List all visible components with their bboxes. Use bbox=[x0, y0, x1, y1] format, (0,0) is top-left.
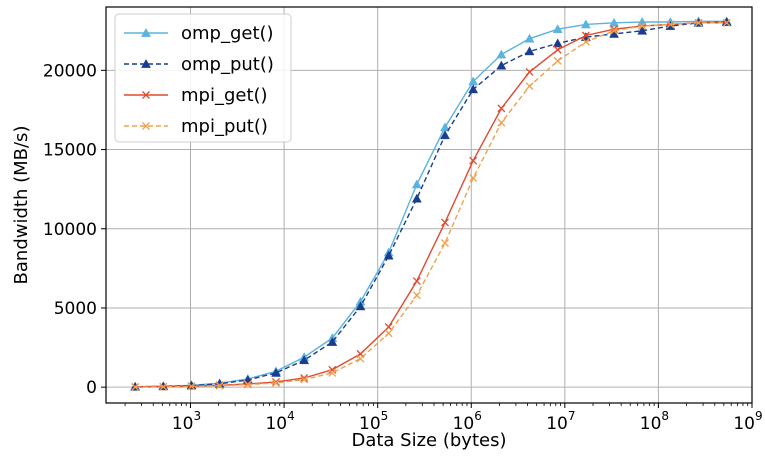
series-3-point bbox=[469, 174, 478, 183]
series-3-point bbox=[187, 382, 196, 391]
x-tick-label-7: 107 bbox=[546, 409, 575, 434]
legend-label-1: omp_put() bbox=[181, 54, 274, 75]
series-1-point bbox=[524, 46, 535, 56]
x-axis-title: Data Size (bytes) bbox=[351, 430, 506, 451]
series-1-point bbox=[271, 367, 281, 377]
series-0-point bbox=[580, 19, 591, 29]
legend-marker-1 bbox=[141, 58, 151, 68]
ticks: 103 104 105 106 107 108 109 0 5000 10000 15000 2000… bbox=[43, 61, 763, 434]
series-2-point bbox=[553, 45, 562, 54]
series-1-point bbox=[411, 193, 422, 203]
series-1-point bbox=[468, 84, 479, 94]
legend-label-0: omp_get() bbox=[181, 23, 274, 44]
x-tick-label-6: 106 bbox=[453, 409, 482, 434]
legend-label-2: mpi_get() bbox=[181, 85, 268, 106]
y-axis-title: Bandwidth (MB/s) bbox=[11, 126, 32, 285]
x-tick-label-3: 103 bbox=[172, 409, 201, 434]
series-3-point bbox=[243, 380, 252, 389]
series-3-point bbox=[610, 26, 618, 35]
series-1-point bbox=[383, 250, 394, 260]
series-3-point bbox=[666, 20, 675, 29]
legend-marker-2 bbox=[142, 91, 150, 99]
series-2-point bbox=[497, 104, 506, 113]
series-3-point bbox=[553, 56, 562, 65]
series-1-point bbox=[299, 355, 310, 365]
series-2-point bbox=[525, 67, 534, 76]
legend-box bbox=[114, 13, 292, 143]
y-tick-label-5000: 5000 bbox=[54, 299, 97, 319]
x-tick-label-9: 109 bbox=[733, 409, 762, 434]
series-1-point bbox=[355, 301, 366, 311]
series-layer bbox=[130, 16, 732, 391]
x-tick-label-5: 105 bbox=[359, 409, 388, 434]
series-3-point bbox=[159, 382, 168, 391]
series-3-point bbox=[722, 18, 731, 27]
series-3-point bbox=[412, 291, 421, 300]
series-3-point bbox=[384, 329, 393, 338]
series-2-point bbox=[272, 377, 280, 386]
series-3-point bbox=[441, 239, 449, 247]
series-2-point bbox=[441, 218, 449, 227]
series-1-point bbox=[186, 380, 197, 390]
series-3-point bbox=[300, 375, 309, 384]
legend-marker-0 bbox=[141, 27, 151, 37]
series-1-point bbox=[440, 130, 450, 140]
series-1-point bbox=[552, 38, 563, 48]
series-1-point bbox=[721, 17, 732, 26]
series-3-point bbox=[638, 22, 647, 30]
series-1-point bbox=[637, 25, 648, 35]
series-1-point bbox=[327, 337, 338, 346]
series-2-point bbox=[581, 31, 590, 40]
series-2-point bbox=[469, 156, 478, 165]
series-line-0 bbox=[135, 20, 727, 388]
series-3-point bbox=[272, 379, 280, 388]
series-3-point bbox=[497, 118, 506, 127]
y-tick-label-10000: 10000 bbox=[43, 220, 97, 240]
x-tick-label-4: 104 bbox=[265, 409, 294, 434]
x-tick-label-8: 108 bbox=[640, 409, 669, 434]
series-3-point bbox=[581, 37, 590, 46]
series-3-point bbox=[215, 381, 224, 390]
legend-label-3: mpi_put() bbox=[181, 116, 268, 137]
series-line-3 bbox=[135, 22, 727, 388]
y-tick-label-15000: 15000 bbox=[43, 141, 97, 161]
legend: omp_get() omp_put() mpi_get() mpi_put() bbox=[114, 13, 292, 143]
y-tick-label-20000: 20000 bbox=[43, 61, 97, 81]
series-3-point bbox=[131, 383, 140, 391]
series-0-point bbox=[411, 179, 422, 189]
series-line-1 bbox=[135, 21, 727, 388]
legend-marker-3 bbox=[142, 122, 150, 130]
series-3-point bbox=[328, 368, 337, 377]
series-2-point bbox=[300, 374, 309, 382]
series-0-point bbox=[552, 24, 563, 34]
series-0-point bbox=[609, 17, 619, 27]
series-1-point bbox=[496, 60, 507, 70]
series-0-point bbox=[524, 33, 535, 43]
y-tick-label-0: 0 bbox=[86, 378, 97, 398]
series-3-point bbox=[694, 18, 703, 27]
series-2-point bbox=[610, 25, 618, 34]
series-3 bbox=[131, 18, 731, 391]
series-3-point bbox=[356, 354, 365, 363]
plot-frame bbox=[105, 6, 753, 404]
series-2-point bbox=[412, 277, 421, 285]
series-0-point bbox=[496, 49, 507, 59]
series-3-point bbox=[525, 82, 534, 91]
